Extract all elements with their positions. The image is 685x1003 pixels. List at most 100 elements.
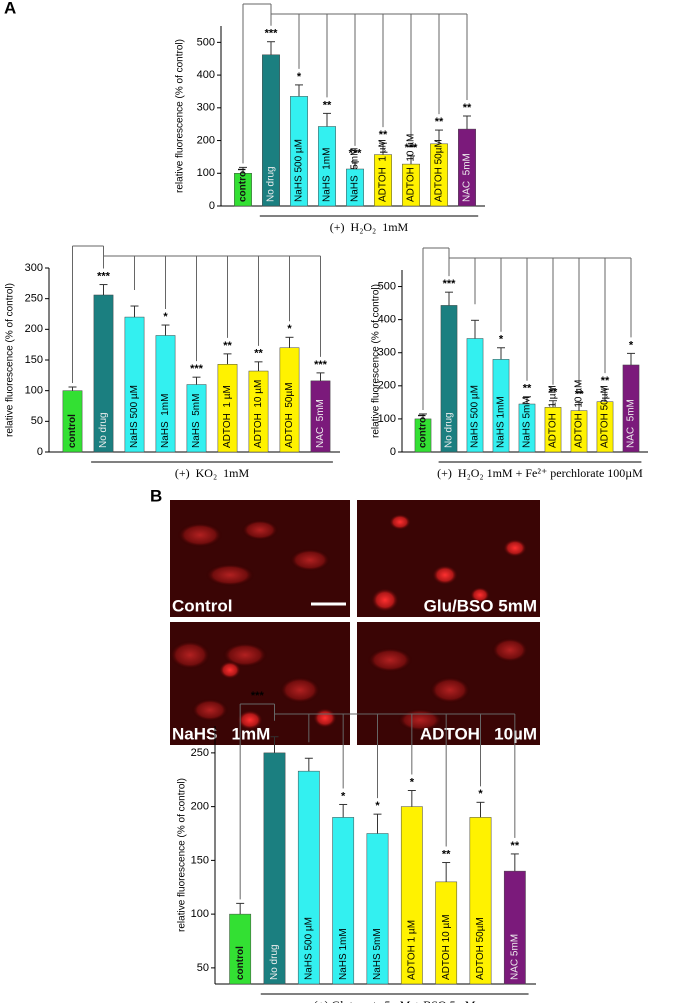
y-tick-label: 0 bbox=[37, 446, 43, 458]
bracket-label: *** bbox=[251, 690, 265, 702]
significance: *** bbox=[314, 359, 328, 371]
y-tick-label: 500 bbox=[378, 280, 396, 292]
bar-label: NaHS 1mM bbox=[160, 394, 171, 448]
bar-label: ADTOH 50µM bbox=[600, 385, 611, 448]
cells-bright bbox=[219, 514, 527, 730]
x-axis-label: (+) H₂O₂ 1mM bbox=[330, 220, 409, 234]
y-tick-label: 100 bbox=[191, 908, 209, 920]
y-tick-label: 0 bbox=[209, 200, 215, 212]
significance: * bbox=[478, 788, 483, 800]
y-tick-label: 400 bbox=[378, 314, 396, 326]
micrograph-label: Glu/BSO 5mM bbox=[424, 596, 537, 615]
significance: * bbox=[499, 334, 504, 346]
bar-label: NaHS 5mM bbox=[522, 396, 533, 448]
micrograph-label: NaHS 1mM bbox=[172, 724, 270, 743]
bar-label: ADTOH 1 µM bbox=[406, 920, 417, 980]
bar-label: NaHS 500 µM bbox=[303, 917, 314, 980]
x-axis-label: (+) H₂O₂ 1mM + Fe²⁺ perchlorate 100µM bbox=[437, 466, 643, 480]
y-axis-label: relative fluorescence (% of control) bbox=[371, 284, 382, 438]
micrograph-label: ADTOH 10µM bbox=[420, 724, 537, 743]
bar-label: ADTOH 50µM bbox=[434, 139, 445, 202]
significance: ** bbox=[379, 129, 388, 141]
bar-label: control bbox=[67, 414, 78, 448]
bar-label: ADTOH 50µM bbox=[284, 382, 295, 448]
significance: *** bbox=[443, 278, 457, 290]
significance: ** bbox=[523, 383, 532, 395]
bar-label: No drug bbox=[269, 944, 280, 980]
y-tick-label: 200 bbox=[197, 134, 215, 146]
bar-label: ADTOH 1 µM bbox=[378, 139, 389, 202]
significance: * bbox=[287, 323, 292, 335]
y-tick-label: 150 bbox=[25, 354, 43, 366]
y-tick-label: 300 bbox=[25, 262, 43, 274]
y-tick-label: 50 bbox=[31, 415, 43, 427]
bar-label: NaHS 500 µM bbox=[470, 385, 481, 448]
y-tick-label: 100 bbox=[378, 413, 396, 425]
micrograph-label: Control bbox=[172, 596, 232, 615]
bar-label: NAC 5mM bbox=[509, 934, 520, 980]
micrograph-panel: Control Glu/BSO 5mM NaHS 1mM ADTOH 10µM bbox=[170, 500, 540, 745]
panel-label: A bbox=[4, 0, 16, 17]
bar-label: ADTOH 1 µM bbox=[548, 385, 559, 448]
significance: ** bbox=[323, 99, 332, 111]
bar-label: control bbox=[238, 168, 249, 202]
x-axis-label: (+) Glutamate 5mM + BSO 5mM bbox=[314, 998, 476, 1003]
significance: *** bbox=[265, 28, 279, 40]
significance: ** bbox=[223, 340, 232, 352]
y-axis-label: relative fluorescence (% of control) bbox=[5, 283, 16, 437]
significance: ** bbox=[511, 840, 520, 852]
significance: ** bbox=[254, 348, 263, 360]
significance: *** bbox=[97, 270, 111, 282]
y-tick-label: 100 bbox=[25, 385, 43, 397]
significance: *** bbox=[405, 142, 419, 154]
significance: *** bbox=[349, 148, 363, 160]
cells bbox=[170, 520, 528, 731]
y-axis-label: relative fluorescence (% of control) bbox=[177, 778, 188, 932]
bar-label: NaHS 5mM bbox=[350, 148, 361, 202]
y-tick-label: 250 bbox=[191, 747, 209, 759]
significance: ** bbox=[549, 387, 558, 399]
y-tick-label: 300 bbox=[378, 347, 396, 359]
bar-label: ADTOH 10 µM bbox=[406, 134, 417, 202]
y-tick-label: 0 bbox=[390, 446, 396, 458]
bar-label: NaHS 5mM bbox=[191, 394, 202, 448]
y-tick-label: 150 bbox=[191, 854, 209, 866]
panel-label: B bbox=[150, 486, 162, 505]
y-tick-label: 200 bbox=[25, 323, 43, 335]
y-axis-label: relative fluorescence (% of control) bbox=[175, 39, 186, 193]
significance: *** bbox=[190, 363, 204, 375]
y-tick-label: 50 bbox=[197, 962, 209, 974]
bar-label: NaHS 1mM bbox=[338, 928, 349, 980]
y-tick-label: 250 bbox=[25, 293, 43, 305]
significance: ** bbox=[575, 388, 584, 400]
bar-label: ADTOH 10 µM bbox=[574, 380, 585, 448]
bar-label: NaHS 500 µM bbox=[294, 139, 305, 202]
chart: 0 50 100 150 200 250 300 relative fluorescence … bbox=[5, 245, 340, 480]
significance: * bbox=[629, 339, 634, 351]
bar-label: ADTOH 50µM bbox=[475, 917, 486, 980]
bar-label: No drug bbox=[266, 166, 277, 202]
bar-label: NAC 5mM bbox=[315, 399, 326, 448]
significance: * bbox=[375, 800, 380, 812]
bar-label: ADTOH 1 µM bbox=[222, 385, 233, 448]
y-tick-label: 300 bbox=[197, 102, 215, 114]
significance: ** bbox=[442, 848, 451, 860]
y-tick-label: 200 bbox=[378, 380, 396, 392]
significance: * bbox=[341, 790, 346, 802]
y-tick-label: 100 bbox=[197, 167, 215, 179]
x-axis-label: (+) KO₂ 1mM bbox=[175, 466, 250, 480]
bar-label: NaHS 1mM bbox=[496, 396, 507, 448]
bar-label: ADTOH 10 µM bbox=[441, 914, 452, 980]
significance: * bbox=[297, 71, 302, 83]
significance: ** bbox=[463, 102, 472, 114]
significance: ** bbox=[435, 116, 444, 128]
y-tick-label: 400 bbox=[197, 69, 215, 81]
bar-label: NaHS 5mM bbox=[372, 928, 383, 980]
bar-label: ADTOH 10 µM bbox=[253, 380, 264, 448]
bar-label: NaHS 500 µM bbox=[129, 385, 140, 448]
chart: 50 100 150 200 250 relative fluorescence (% o… bbox=[177, 690, 536, 1003]
bar-label: NaHS 1mM bbox=[322, 148, 333, 202]
